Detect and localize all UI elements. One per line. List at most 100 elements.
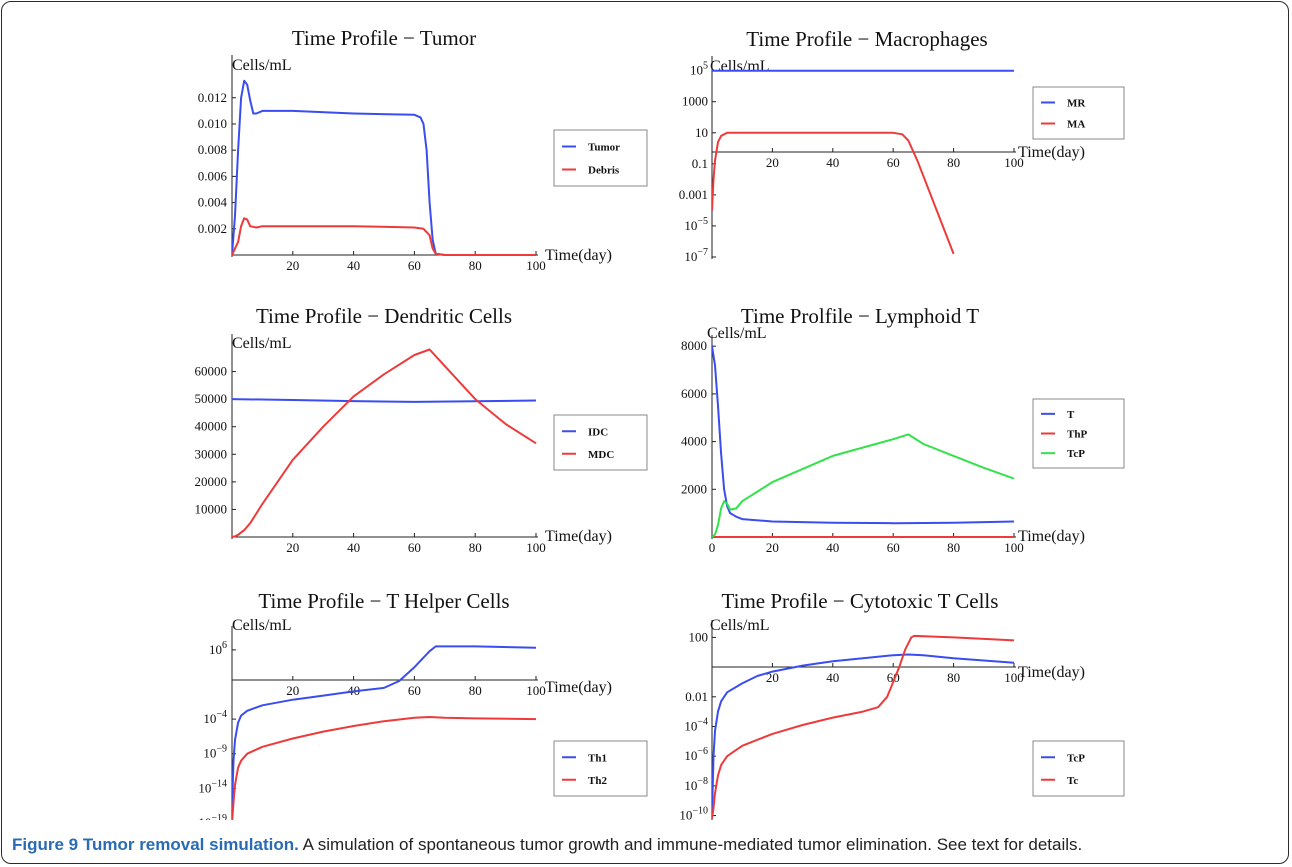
series-line-tcp	[712, 433, 1015, 538]
legend-box	[1032, 740, 1125, 797]
y-tick-label: 0.012	[198, 90, 227, 105]
y-tick-label: 8000	[681, 338, 707, 353]
panel-macrophages: Time Profile − Macrophages Cells/mL Time(d…	[679, 27, 1125, 264]
x-tick-label: 80	[947, 540, 960, 555]
chart-title: Time Prolfile − Lymphoid T	[741, 304, 979, 328]
legend-box	[553, 414, 648, 471]
legend-label: Th2	[588, 775, 607, 787]
y-tick-label: 20000	[195, 474, 228, 489]
panel-dendritic-cells: Time Profile − Dendritic Cells Cells/mL Ti…	[195, 304, 648, 555]
x-tick-label: 100	[1004, 670, 1024, 685]
y-tick-label: 10−4	[203, 709, 227, 726]
legend-box	[553, 740, 648, 797]
y-tick-label: 0.1	[692, 156, 708, 171]
x-tick-label: 40	[347, 258, 360, 273]
chart-title: Time Profile − Macrophages	[746, 27, 987, 51]
figure-caption: Figure 9 Tumor removal simulation. A sim…	[12, 834, 1282, 856]
y-tick-label: 50000	[195, 391, 228, 406]
y-tick-label: 100	[689, 629, 709, 644]
legend: Tumor Debris	[553, 129, 648, 187]
x-axis-label: Time(day)	[1018, 144, 1085, 161]
x-tick-label: 40	[826, 540, 839, 555]
y-tick-label: 0.008	[198, 142, 227, 157]
x-axis-label: Time(day)	[1018, 528, 1085, 545]
x-tick-label: 60	[887, 155, 900, 170]
legend-label: Debris	[588, 165, 620, 177]
y-tick-label: 10	[695, 125, 708, 140]
panel-cytotoxic-t-cells: Time Profile − Cytotoxic T Cells Cells/mL…	[679, 589, 1125, 820]
legend-label: IDC	[588, 426, 608, 438]
y-tick-label: 10−9	[203, 744, 227, 761]
x-tick-label: 100	[526, 540, 546, 555]
x-tick-label: 20	[286, 540, 299, 555]
y-tick-label: 10−10	[679, 806, 708, 820]
y-axis-label: Cells/mL	[710, 617, 770, 634]
y-tick-label: 0.002	[198, 221, 227, 236]
legend-label: Tc	[1067, 775, 1078, 787]
x-tick-label: 60	[408, 683, 421, 698]
series-line-idc	[232, 398, 537, 403]
y-tick-label: 10−4	[684, 716, 708, 733]
legend: MR MA	[1032, 86, 1125, 140]
x-tick-label: 20	[766, 155, 779, 170]
chart-title: Time Profile − Tumor	[292, 26, 476, 50]
y-tick-label: 0.010	[198, 116, 227, 131]
legend: TcP Tc	[1032, 740, 1125, 797]
x-tick-label: 80	[469, 258, 482, 273]
y-axis-label: Cells/mL	[707, 325, 767, 342]
chart-title: Time Profile − T Helper Cells	[258, 589, 509, 613]
chart-title: Time Profile − Cytotoxic T Cells	[722, 589, 999, 613]
legend-label: Tumor	[588, 142, 620, 154]
y-tick-label: 106	[209, 640, 227, 657]
series-line-tcp	[712, 653, 1015, 816]
y-tick-label: 60000	[195, 364, 228, 379]
x-tick-label: 60	[408, 258, 421, 273]
x-tick-label: 60	[408, 540, 421, 555]
y-tick-label: 10−7	[684, 247, 708, 264]
x-tick-label: 40	[826, 155, 839, 170]
series-line-tumor	[232, 79, 536, 256]
legend-box	[553, 129, 648, 187]
x-tick-label: 40	[347, 540, 360, 555]
x-tick-label: 100	[526, 258, 546, 273]
legend: IDC MDC	[553, 414, 648, 471]
caption-text: A simulation of spontaneous tumor growth…	[302, 835, 1083, 854]
x-tick-label: 20	[766, 670, 779, 685]
x-tick-label: 100	[526, 683, 546, 698]
y-tick-label: 0.01	[685, 689, 708, 704]
series-line-t	[712, 346, 1015, 525]
y-axis-label: Cells/mL	[232, 617, 292, 634]
y-tick-label: 1000	[682, 94, 708, 109]
y-axis-label: Cells/mL	[232, 335, 292, 352]
x-tick-label: 60	[887, 540, 900, 555]
caption-label: Figure 9 Tumor removal simulation.	[12, 835, 299, 854]
y-tick-label: 10000	[195, 501, 228, 516]
legend: Th1 Th2	[553, 740, 648, 797]
y-axis-label: Cells/mL	[232, 57, 292, 74]
x-tick-label: 100	[1004, 155, 1024, 170]
y-tick-label: 10−8	[684, 776, 708, 793]
x-tick-label: 100	[1004, 540, 1024, 555]
x-tick-label: 80	[469, 540, 482, 555]
y-tick-label: 4000	[681, 434, 707, 449]
series-line-tc	[712, 634, 1015, 819]
x-axis-label: Time(day)	[545, 247, 612, 264]
legend-label: T	[1067, 409, 1075, 421]
x-axis-label: Time(day)	[545, 679, 612, 696]
y-tick-label: 0.001	[679, 187, 708, 202]
chart-title: Time Profile − Dendritic Cells	[256, 304, 512, 328]
x-axis-label: Time(day)	[545, 528, 612, 545]
y-tick-label: 10−19	[198, 813, 227, 820]
legend-label: TcP	[1067, 752, 1085, 764]
y-tick-label: 6000	[681, 386, 707, 401]
series-line-th2	[232, 716, 537, 820]
series-line-mdc	[232, 348, 537, 538]
legend-label: MDC	[588, 449, 614, 461]
y-tick-label: 105	[690, 61, 708, 78]
y-tick-label: 0.006	[198, 168, 228, 183]
legend-label: Th1	[588, 752, 607, 764]
y-tick-label: 10−14	[198, 778, 227, 795]
x-tick-label: 0	[709, 540, 716, 555]
